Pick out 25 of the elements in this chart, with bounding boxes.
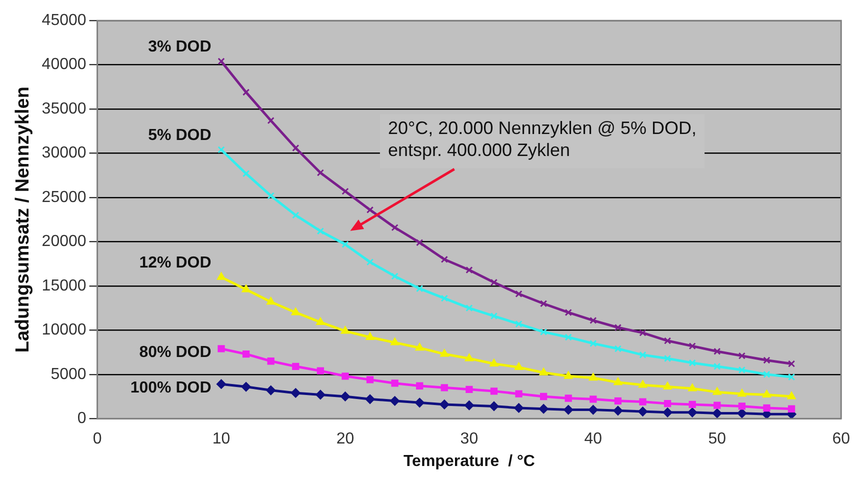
x-tick-label: 10 [212, 430, 230, 448]
y-tick-label: 40000 [42, 56, 86, 74]
y-tick-label: 0 [77, 410, 86, 428]
x-tick-label: 40 [584, 430, 602, 448]
y-tick-label: 30000 [42, 144, 86, 162]
x-axis-title: Temperature / °C [403, 452, 536, 470]
series-label: 3% DOD [148, 38, 212, 56]
y-tick-label: 25000 [42, 188, 86, 206]
x-tick-label: 20 [336, 430, 354, 448]
y-tick-label: 20000 [42, 233, 86, 250]
series-label: 12% DOD [139, 254, 212, 272]
y-tick-label: 15000 [42, 277, 86, 294]
x-tick-label: 50 [708, 430, 726, 448]
y-tick-label: 45000 [42, 12, 86, 30]
x-tick-label: 0 [92, 430, 102, 448]
y-tick-label: 5000 [50, 366, 86, 383]
series-label: 80% DOD [139, 344, 212, 362]
series-label: 5% DOD [148, 127, 212, 144]
y-tick-label: 10000 [42, 322, 86, 339]
y-tick-label: 35000 [42, 100, 86, 118]
x-tick-label: 30 [460, 430, 478, 448]
x-tick-label: 60 [832, 430, 850, 448]
y-axis-title: Ladungsumsatz / Nennzyklen [12, 86, 34, 353]
series-label: 100% DOD [130, 380, 212, 397]
annotation: 20°C, 20.000 Nennzyklen @ 5% DOD, entspr. 400.000 Zyklen [388, 118, 697, 160]
